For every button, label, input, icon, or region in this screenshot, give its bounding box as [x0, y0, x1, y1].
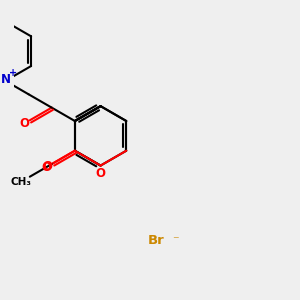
- Text: CH₃: CH₃: [10, 177, 31, 187]
- Text: O: O: [96, 167, 106, 180]
- Text: O: O: [41, 161, 51, 174]
- Text: +: +: [9, 68, 17, 78]
- Text: O: O: [43, 160, 52, 173]
- Text: Br: Br: [147, 234, 164, 247]
- Text: N: N: [0, 73, 11, 86]
- Text: ⁻: ⁻: [172, 234, 179, 247]
- Text: O: O: [20, 117, 29, 130]
